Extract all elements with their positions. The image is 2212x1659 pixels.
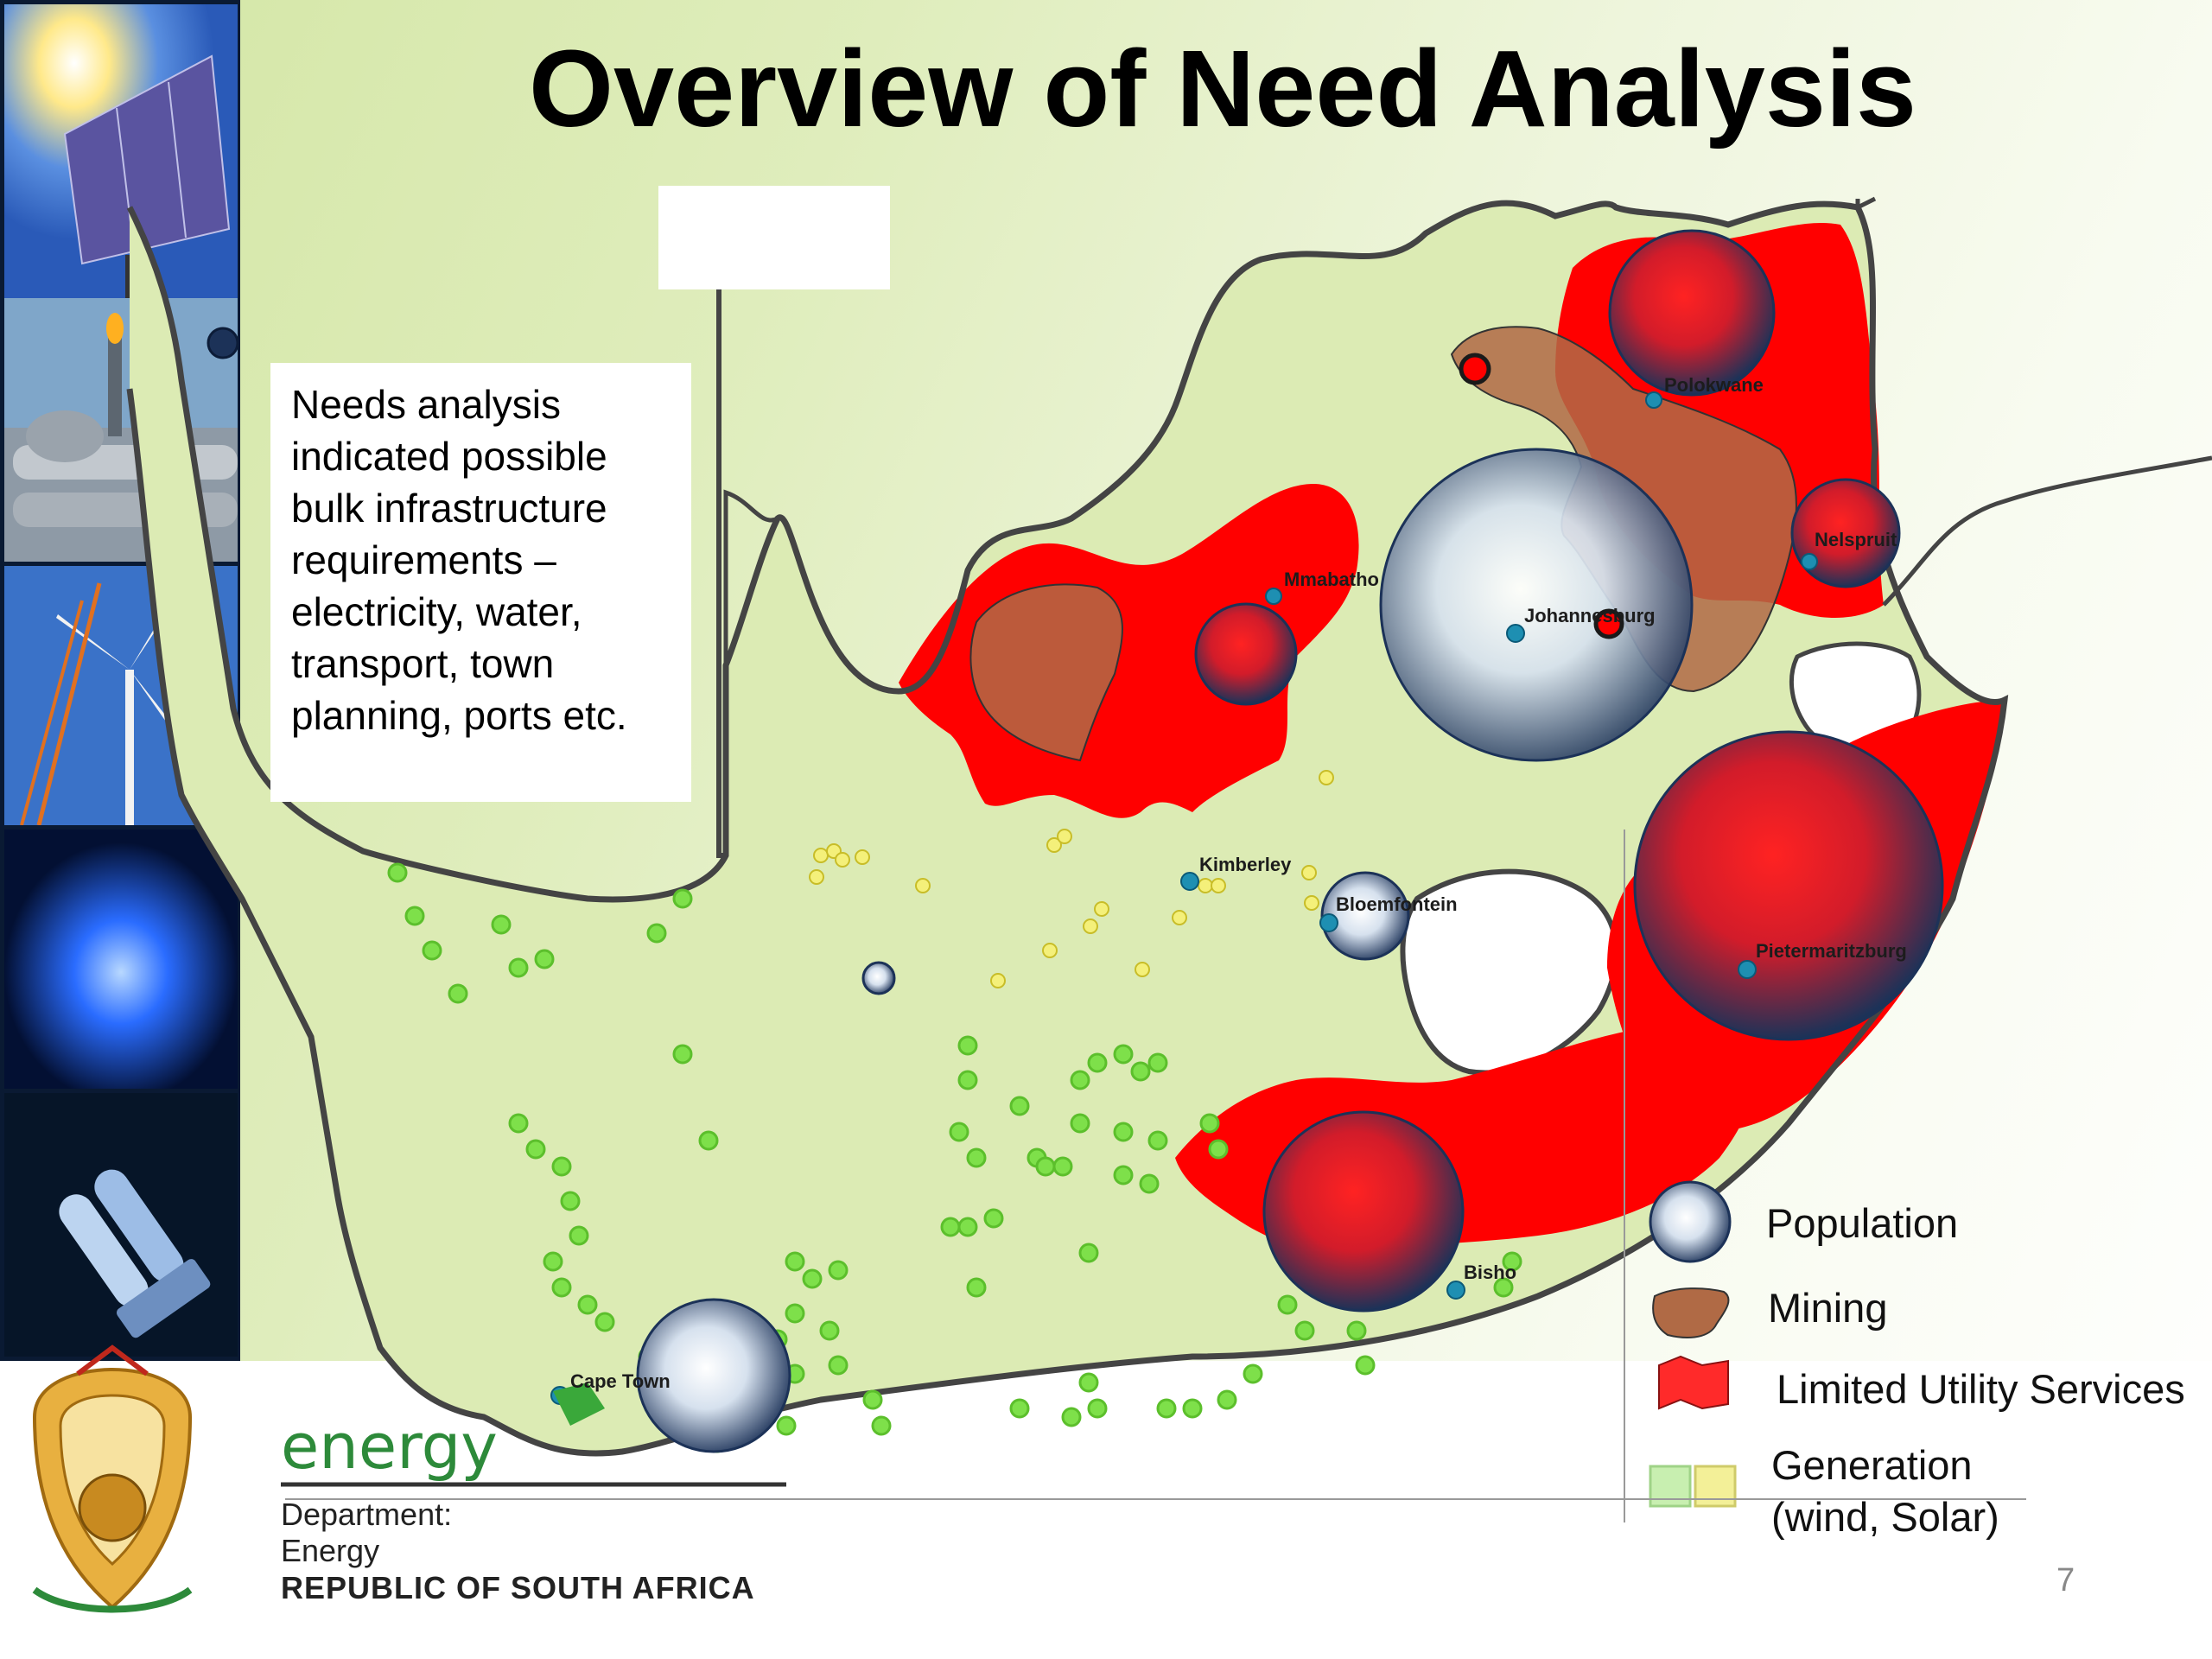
- note-line: transport, town: [291, 641, 555, 686]
- callout-label-box: [658, 186, 890, 289]
- population-circle-bloemfontein: [1320, 871, 1410, 961]
- legend-mining-label: Mining: [1768, 1285, 1888, 1331]
- note-line: bulk infrastructure: [291, 486, 607, 531]
- note-text: Needs analysis indicated possible bulk i…: [291, 378, 671, 741]
- population-circle-pietermaritzburg: [1633, 730, 1944, 1041]
- city-label-bisho: Bisho: [1464, 1262, 1517, 1283]
- legend-solar-swatch: [1694, 1465, 1737, 1508]
- city-label-johannesburg: Johannesburg: [1524, 605, 1656, 626]
- legend-generation-sublabel: (wind, Solar): [1771, 1494, 1999, 1540]
- country-border: [126, 200, 2009, 1457]
- mozambique-border: [1855, 196, 2212, 607]
- wind-generation-points: [387, 862, 1522, 1453]
- energy-wordmark: energy: [281, 1410, 498, 1483]
- note-line: electricity, water,: [291, 589, 582, 634]
- population-circle-polokwane: [1608, 229, 1776, 397]
- legend-population-label: Population: [1766, 1200, 1959, 1246]
- republic-label: REPUBLIC OF SOUTH AFRICA: [281, 1570, 755, 1605]
- population-circle-nelspruit: [1790, 478, 1901, 588]
- department-line: Energy: [281, 1533, 380, 1568]
- note-box: Needs analysis indicated possible bulk i…: [270, 363, 691, 802]
- population-dot-namibia: [207, 327, 239, 359]
- department-line: Department:: [281, 1497, 453, 1532]
- lesotho-outline: [1400, 868, 1619, 1076]
- population-circle-mmabatho: [1194, 602, 1298, 706]
- note-line: Needs analysis: [291, 382, 561, 427]
- page-number: 7: [2056, 1562, 2075, 1599]
- note-line: indicated possible: [291, 434, 607, 479]
- note-line: planning, ports etc.: [291, 693, 627, 738]
- solar-generation-points: [809, 770, 1334, 988]
- city-label-kimberley: Kimberley: [1199, 854, 1292, 875]
- cfl-bulb-image: [4, 1093, 238, 1357]
- city-label-cape-town: Cape Town: [570, 1370, 671, 1392]
- legend-generation-label: Generation: [1771, 1442, 1973, 1488]
- mine-marker-north-west: [1459, 353, 1491, 385]
- city-label-mmabatho: Mmabatho: [1284, 569, 1379, 590]
- population-dot-west: [861, 961, 896, 995]
- city-label-polokwane: Polokwane: [1664, 374, 1764, 396]
- mine-marker-johannesburg: [1593, 608, 1624, 639]
- legend-population-icon: [1649, 1180, 1732, 1263]
- department-name: Department: Energy: [281, 1497, 452, 1569]
- city-label-pietermaritzburg: Pietermaritzburg: [1756, 940, 1907, 962]
- slide-title: Overview of Need Analysis: [528, 28, 1916, 149]
- city-label-nelspruit: Nelspruit: [1815, 529, 1897, 550]
- note-line: requirements –: [291, 537, 556, 582]
- gas-flame-image: [4, 830, 238, 1089]
- population-circle-johannesburg: [1379, 448, 1694, 762]
- namibia-border-north: [723, 489, 779, 665]
- legend-limited-utility-label: Limited Utility Services: [1777, 1366, 2185, 1412]
- legend-limited-utility-icon: [1658, 1355, 1729, 1410]
- population-circle-cape-town: [636, 1298, 791, 1453]
- legend-mining-icon: [1652, 1287, 1730, 1338]
- city-dots: [550, 391, 1818, 1405]
- coat-of-arms-logo: [32, 1344, 193, 1613]
- population-circle-eastern-cape: [1262, 1110, 1465, 1313]
- mining-area-north-west: [969, 583, 1123, 762]
- legend-wind-swatch: [1649, 1465, 1692, 1508]
- cape-town-green-area: [553, 1382, 605, 1426]
- city-label-bloemfontein: Bloemfontein: [1336, 893, 1458, 915]
